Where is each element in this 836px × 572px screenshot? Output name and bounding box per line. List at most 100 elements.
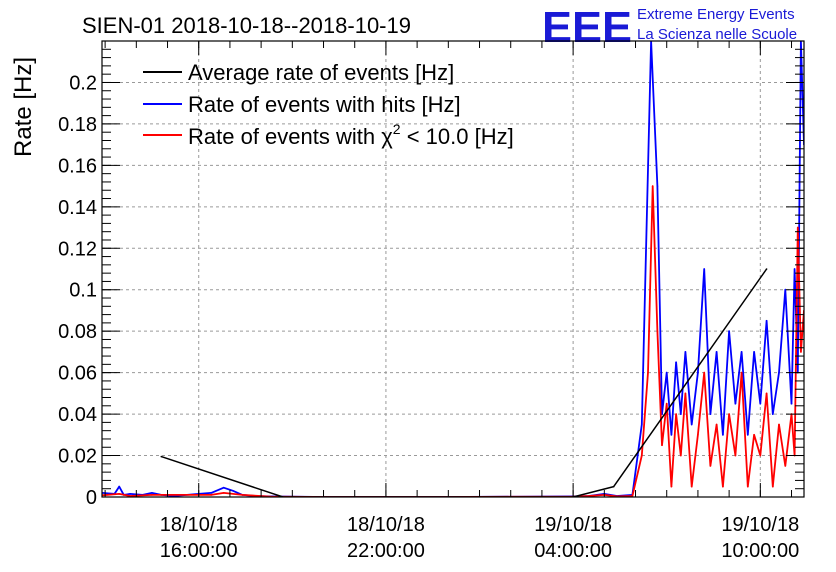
data-point-chi2	[800, 351, 802, 353]
legend-chi2-prefix: Rate of events with	[188, 124, 381, 149]
data-point-chi2	[778, 423, 780, 426]
plot-frame	[101, 40, 805, 498]
legend-chi2-superscript: 2	[393, 121, 401, 137]
data-point-chi2	[740, 371, 743, 374]
legend-chi2-symbol: χ	[381, 124, 393, 149]
data-point-chi2	[665, 402, 668, 405]
x-tick-date: 19/10/18	[721, 514, 799, 536]
data-point-hits	[151, 492, 153, 494]
legend-label-average: Average rate of events [Hz]	[188, 60, 454, 85]
y-axis: 0 0.02 0.04 0.06 0.08 0.1 0.12 0.14 0.16 0.18 0.2	[58, 40, 804, 509]
y-tick-label: 0.2	[69, 72, 97, 94]
data-point-chi2	[684, 392, 687, 395]
legend-label-chi2: Rate of events with χ2 < 10.0 [Hz]	[188, 121, 514, 149]
data-point-chi2	[222, 492, 225, 494]
data-point-average	[160, 455, 163, 458]
x-tick-date: 19/10/18	[534, 514, 612, 536]
eee-logo: EEE Extreme Energy Events La Scienza nel…	[542, 3, 797, 52]
data-point-chi2	[241, 494, 244, 496]
y-tick-label: 0.16	[58, 155, 97, 177]
data-point-hits	[232, 490, 234, 492]
data-point-chi2	[661, 444, 663, 447]
data-point-chi2	[680, 454, 682, 457]
data-point-chi2	[722, 485, 724, 488]
data-point-hits	[790, 402, 793, 405]
data-point-chi2	[210, 494, 212, 496]
y-tick-label: 0	[86, 487, 97, 509]
series-line-average	[161, 268, 768, 497]
data-point-hits	[759, 402, 762, 405]
chart-title: SIEN-01 2018-10-18--2018-10-19	[82, 13, 411, 38]
data-point-hits	[784, 288, 787, 291]
data-point-hits	[684, 351, 687, 353]
data-point-hits	[675, 361, 677, 364]
data-point-hits	[210, 492, 212, 494]
y-tick-label: 0.08	[58, 321, 97, 343]
y-axis-title: Rate [Hz]	[10, 57, 37, 157]
data-point-hits	[715, 351, 718, 353]
data-point-chi2	[759, 454, 762, 457]
data-point-hits	[641, 423, 643, 426]
data-point-chi2	[690, 485, 693, 488]
data-point-hits	[680, 413, 682, 415]
legend-chi2-suffix: < 10.0 [Hz]	[401, 124, 514, 149]
legend: Average rate of events [Hz] Rate of even…	[143, 60, 514, 149]
data-point-hits	[118, 485, 120, 488]
data-point-hits	[690, 423, 693, 426]
data-point-hits	[709, 413, 712, 415]
data-point-chi2	[728, 413, 730, 415]
y-tick-label: 0.06	[58, 363, 97, 385]
x-axis: 18/10/18 16:00:00 18/10/18 22:00:00 19/10/18…	[104, 41, 799, 562]
y-tick-label: 0.12	[58, 238, 97, 260]
x-tick-date: 18/10/18	[160, 514, 238, 536]
data-point-hits	[703, 268, 705, 270]
x-tick-date: 18/10/18	[347, 514, 425, 536]
data-point-chi2	[641, 454, 643, 457]
data-point-hits	[778, 371, 780, 374]
logo-line-2: La Scienza nelle Scuole	[637, 26, 797, 43]
series-line-chi2	[102, 185, 804, 497]
data-point-hits	[670, 434, 673, 436]
data-point-hits	[722, 434, 724, 436]
data-point-chi2	[709, 465, 712, 467]
y-tick-label: 0.1	[69, 280, 97, 302]
data-point-hits	[222, 486, 225, 489]
data-point-chi2	[747, 485, 749, 488]
y-tick-label: 0.18	[58, 114, 97, 136]
x-tick-time: 22:00:00	[347, 540, 425, 562]
x-tick-time: 04:00:00	[534, 540, 612, 562]
data-point-chi2	[697, 434, 699, 436]
data-point-average	[612, 485, 615, 488]
data-point-chi2	[797, 226, 799, 229]
data-point-hits	[656, 185, 659, 187]
data-point-chi2	[765, 392, 768, 395]
data-point-chi2	[675, 413, 677, 415]
data-point-hits	[765, 320, 768, 322]
data-point-chi2	[772, 485, 774, 488]
data-point-chi2	[656, 330, 659, 333]
data-point-chi2	[753, 434, 755, 436]
y-tick-label: 0.04	[58, 404, 97, 426]
data-point-chi2	[703, 371, 705, 374]
data-point-chi2	[118, 493, 120, 495]
data-point-hits	[734, 402, 737, 405]
data-point-hits	[747, 434, 749, 436]
data-point-chi2	[651, 185, 654, 187]
data-point-hits	[772, 413, 774, 415]
data-point-chi2	[734, 454, 737, 457]
data-point-chi2	[715, 423, 718, 426]
x-tick-time: 16:00:00	[160, 540, 238, 562]
data-point-hits	[697, 371, 699, 374]
data-point-average	[765, 268, 768, 270]
data-point-hits	[793, 268, 796, 270]
data-point-chi2	[647, 371, 649, 374]
y-tick-label: 0.02	[58, 446, 97, 468]
logo-line-1: Extreme Energy Events	[637, 6, 795, 23]
logo-mark: EEE	[542, 3, 632, 52]
x-tick-time: 10:00:00	[721, 540, 799, 562]
data-point-hits	[740, 351, 743, 353]
data-point-chi2	[784, 465, 787, 467]
data-point-chi2	[151, 494, 153, 496]
data-point-chi2	[670, 485, 673, 488]
